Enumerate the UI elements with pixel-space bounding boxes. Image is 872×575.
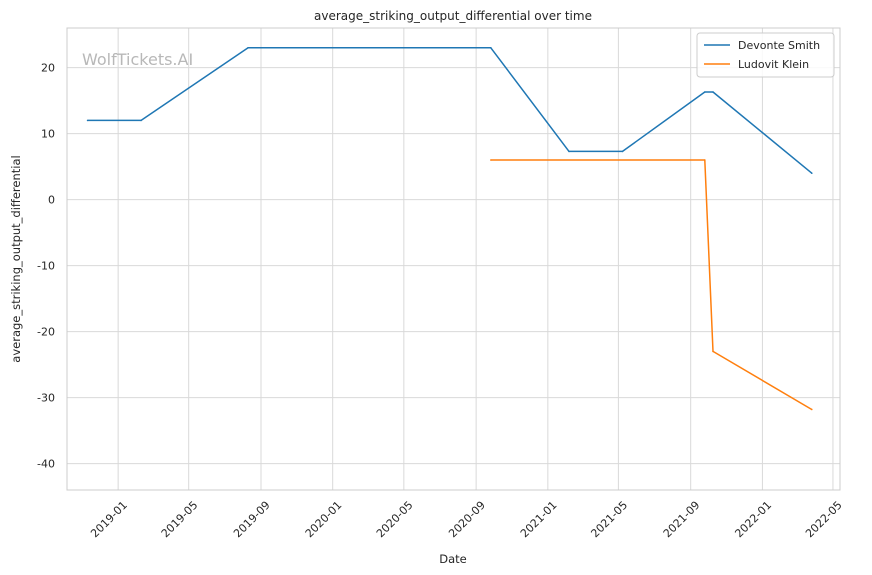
series-layer bbox=[86, 47, 813, 411]
legend-label-devonte-smith: Devonte Smith bbox=[738, 39, 820, 52]
plot-frame bbox=[66, 27, 841, 491]
data-point-devonte-smith bbox=[703, 91, 706, 93]
data-point-devonte-smith bbox=[712, 91, 714, 93]
data-point-devonte-smith bbox=[86, 119, 89, 122]
y-tick-label: -30 bbox=[37, 392, 55, 405]
y-axis-title: average_striking_output_differential bbox=[9, 155, 23, 362]
y-tick-label: 0 bbox=[48, 194, 55, 207]
y-tick-label: -40 bbox=[37, 458, 55, 471]
chart-title: average_striking_output_differential ove… bbox=[314, 9, 592, 23]
data-point-devonte-smith bbox=[490, 47, 492, 49]
y-tick-label: 10 bbox=[41, 128, 55, 141]
data-point-devonte-smith bbox=[810, 172, 813, 174]
data-point-devonte-smith bbox=[621, 150, 624, 153]
data-point-devonte-smith bbox=[140, 119, 142, 122]
data-point-ludovit-klein bbox=[810, 408, 813, 411]
legend: Devonte Smith Ludovit Klein bbox=[696, 32, 835, 78]
series-line-ludovit-klein bbox=[490, 159, 813, 411]
legend-box bbox=[696, 32, 835, 78]
data-point-ludovit-klein bbox=[703, 159, 706, 161]
watermark-text: WolfTickets.AI bbox=[82, 50, 193, 69]
data-point-ludovit-klein bbox=[712, 350, 714, 353]
y-tick-label: 20 bbox=[41, 62, 55, 75]
data-point-devonte-smith bbox=[568, 150, 570, 153]
data-point-ludovit-klein bbox=[490, 159, 492, 161]
legend-label-ludovit-klein: Ludovit Klein bbox=[738, 58, 809, 71]
x-axis-title: Date bbox=[439, 552, 467, 566]
y-tick-label: -10 bbox=[37, 260, 55, 273]
data-point-devonte-smith bbox=[247, 47, 249, 49]
y-tick-label: -20 bbox=[37, 326, 55, 339]
grid-layer bbox=[67, 28, 840, 490]
